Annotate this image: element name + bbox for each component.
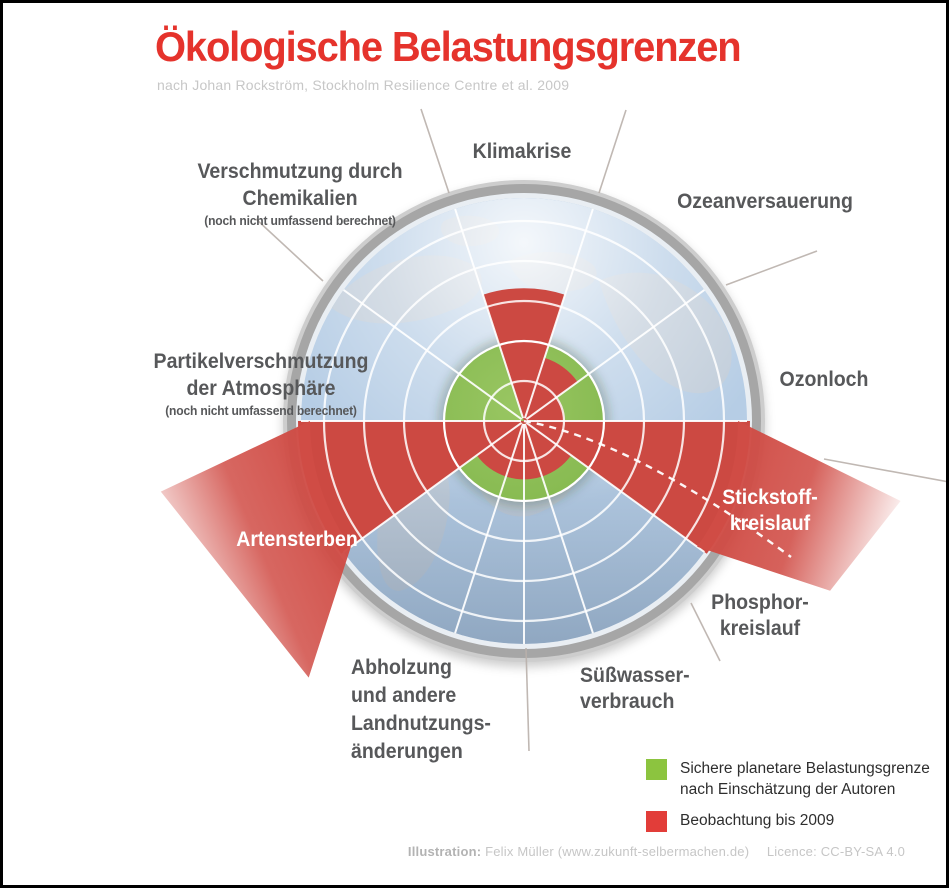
sector-label-suesswasserverbrauch: Süßwasser- verbrauch — [580, 663, 690, 715]
label-line: Artensterben — [236, 528, 358, 551]
legend-item-observed: Beobachtung bis 2009 — [646, 810, 930, 832]
label-line: verbrauch — [580, 690, 675, 713]
legend-label: Sichere planetare Belastungsgrenze nach … — [680, 758, 930, 800]
legend-item-safe: Sichere planetare Belastungsgrenze nach … — [646, 758, 930, 800]
label-line: Chemikalien — [242, 187, 358, 210]
legend-line: nach Einschätzung der Autoren — [680, 781, 896, 798]
label-line: Phosphor- — [711, 591, 809, 614]
label-line: Partikelverschmutzung — [153, 350, 369, 373]
label-line: Ozeanversauerung — [677, 190, 853, 213]
label-line: kreislauf — [719, 617, 801, 640]
legend-swatch-green — [646, 759, 667, 780]
credit-licence: Licence: CC-BY-SA 4.0 — [766, 844, 905, 859]
page-title: Ökologische Belastungsgrenzen — [155, 23, 742, 70]
legend: Sichere planetare Belastungsgrenze nach … — [646, 758, 930, 832]
label-line: Süßwasser- — [580, 664, 690, 687]
label-note: (noch nicht umfassend berechnet) — [165, 403, 357, 418]
sector-label-ozonloch: Ozonloch — [780, 367, 869, 393]
sector-label-ozeanversauerung: Ozeanversauerung — [677, 189, 853, 215]
label-line: Verschmutzung durch — [197, 160, 403, 183]
label-line: und andere — [351, 684, 457, 707]
label-line: Klimakrise — [472, 140, 572, 163]
label-note: (noch nicht umfassend berechnet) — [204, 213, 396, 228]
legend-label: Beobachtung bis 2009 — [680, 810, 834, 831]
label-line: änderungen — [351, 740, 463, 763]
label-line: kreislauf — [729, 512, 811, 535]
label-line: Landnutzungs- — [351, 712, 491, 735]
sector-label-chemikalien: Verschmutzung durch Chemikalien (noch ni… — [197, 158, 402, 229]
legend-line: Sichere planetare Belastungsgrenze — [680, 760, 930, 777]
label-line: Stickstoff- — [722, 486, 818, 509]
label-line: Abholzung — [351, 656, 452, 679]
sector-label-klimakrise: Klimakrise — [473, 139, 572, 165]
sector-label-phosphorkreislauf: Phosphor- kreislauf — [711, 590, 809, 642]
sector-label-artensterben: Artensterben — [236, 527, 358, 553]
credit-line: Illustration: Felix Müller (www.zukunft-… — [408, 844, 905, 859]
legend-line: Beobachtung bis 2009 — [680, 812, 835, 829]
credit-author: Felix Müller (www.zukunft-selbermachen.d… — [485, 844, 750, 859]
label-line: der Atmosphäre — [186, 377, 336, 400]
legend-swatch-red — [646, 811, 667, 832]
credit-label: Illustration: — [407, 844, 482, 859]
sector-label-abholzung: Abholzung und andere Landnutzungs- änder… — [351, 654, 491, 766]
label-line: Ozonloch — [779, 368, 869, 391]
planetary-boundaries-chart — [3, 3, 946, 885]
sector-label-partikelverschmutzung: Partikelverschmutzung der Atmosphäre (no… — [154, 348, 369, 419]
page-subtitle: nach Johan Rockström, Stockholm Resilien… — [157, 77, 570, 93]
sector-label-stickstoffkreislauf: Stickstoff- kreislauf — [722, 485, 817, 537]
